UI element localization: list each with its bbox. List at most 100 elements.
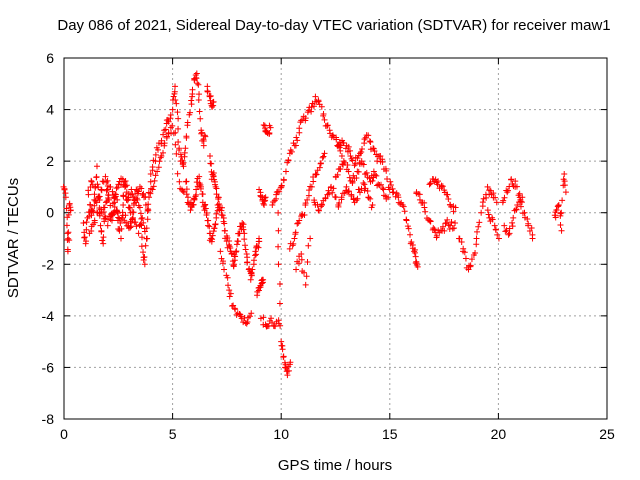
data-point	[171, 88, 178, 95]
data-point	[137, 210, 144, 217]
data-point	[233, 248, 240, 255]
data-point	[335, 143, 342, 150]
data-point	[106, 196, 112, 203]
data-point	[273, 191, 280, 198]
data-point	[452, 204, 459, 211]
data-point	[175, 125, 182, 132]
data-point	[113, 185, 120, 192]
data-point	[174, 170, 181, 177]
data-point	[99, 237, 106, 244]
data-point	[354, 155, 361, 162]
data-point	[100, 209, 107, 216]
data-point	[215, 194, 222, 201]
data-point	[561, 171, 568, 178]
data-point	[275, 209, 282, 216]
data-point	[294, 220, 301, 227]
data-point	[172, 141, 179, 148]
data-point	[114, 196, 121, 203]
data-point	[355, 186, 362, 193]
data-point	[493, 199, 500, 206]
data-point	[175, 138, 182, 145]
data-point	[247, 276, 254, 283]
data-point	[379, 159, 386, 166]
data-point	[149, 186, 156, 193]
data-point	[104, 222, 111, 229]
data-point	[374, 158, 381, 165]
data-point	[91, 202, 98, 209]
data-point	[400, 203, 407, 210]
data-point	[182, 145, 189, 152]
data-point	[302, 200, 309, 207]
data-point	[475, 223, 482, 230]
data-point	[373, 172, 380, 179]
data-point	[361, 181, 368, 188]
data-point	[386, 186, 393, 193]
data-point	[401, 208, 408, 215]
data-point	[461, 249, 468, 256]
data-point	[183, 133, 190, 140]
data-point	[506, 225, 513, 232]
data-point	[260, 314, 267, 321]
data-point	[123, 219, 130, 226]
x-tick-label: 0	[60, 426, 68, 442]
data-point	[204, 88, 211, 95]
data-point	[227, 290, 234, 297]
data-point	[207, 152, 214, 159]
data-point	[98, 186, 105, 193]
data-point	[295, 220, 302, 227]
data-point	[439, 183, 446, 190]
data-point	[308, 183, 315, 190]
data-point	[147, 178, 154, 185]
data-point	[495, 235, 502, 242]
data-point	[275, 243, 282, 250]
data-point	[189, 86, 196, 93]
data-point	[107, 183, 114, 190]
data-point	[288, 148, 295, 155]
data-point	[337, 147, 344, 154]
data-point	[151, 177, 158, 184]
data-point	[311, 197, 318, 204]
data-point	[275, 227, 282, 234]
data-point	[170, 93, 177, 100]
y-tick-label: -8	[42, 411, 55, 427]
data-point	[290, 240, 297, 247]
data-point	[426, 217, 433, 224]
data-point	[62, 194, 69, 201]
data-point	[279, 346, 286, 353]
data-point	[411, 248, 418, 255]
data-point	[491, 222, 498, 229]
data-point	[138, 234, 145, 241]
y-tick-label: 2	[46, 153, 54, 169]
data-point	[165, 118, 172, 125]
data-point	[298, 256, 305, 263]
data-point	[235, 238, 242, 245]
data-point	[483, 194, 490, 201]
data-point	[501, 194, 508, 201]
data-point	[340, 139, 347, 146]
data-point	[512, 178, 519, 185]
data-point	[468, 256, 475, 263]
data-point	[65, 229, 72, 236]
data-point	[296, 125, 303, 132]
data-point	[209, 232, 216, 239]
data-point	[111, 194, 118, 201]
data-point	[122, 212, 129, 219]
data-point	[519, 194, 526, 201]
data-point	[132, 219, 139, 226]
data-point	[175, 115, 182, 122]
data-point	[390, 189, 397, 196]
data-point	[193, 75, 200, 82]
data-point	[557, 210, 564, 217]
data-point	[183, 178, 190, 185]
data-point	[329, 189, 336, 196]
data-point	[232, 306, 239, 313]
x-tick-label: 25	[599, 426, 615, 442]
data-point	[302, 115, 309, 122]
data-point	[88, 178, 95, 185]
data-point	[322, 194, 329, 201]
data-point	[324, 122, 331, 129]
data-point	[403, 217, 410, 224]
y-tick-label: 4	[46, 102, 54, 118]
data-point	[414, 263, 421, 270]
data-point	[338, 152, 345, 159]
